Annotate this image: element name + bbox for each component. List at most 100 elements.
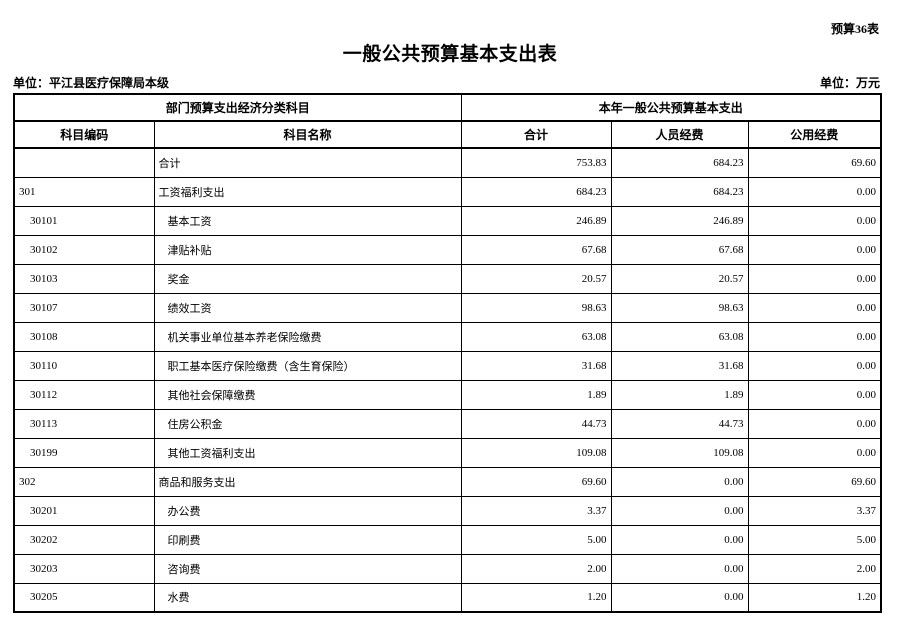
col-header-total: 合计 <box>460 120 612 149</box>
budget-table: 部门预算支出经济分类科目 本年一般公共预算基本支出 科目编码 科目名称 合计 人… <box>13 93 883 613</box>
cell-subject-code: 30112 <box>13 379 155 410</box>
cell-subject-code: 30205 <box>13 582 155 613</box>
col-header-personnel-funds: 人员经费 <box>610 120 749 149</box>
cell-subject-name: 商品和服务支出 <box>153 466 462 497</box>
cell-total: 69.60 <box>460 466 612 497</box>
table-row: 30203 咨询费 2.00 0.00 2.00 <box>13 553 882 584</box>
cell-personnel-funds: 63.08 <box>610 321 749 352</box>
table-body: 合计 753.83 684.23 69.60 301 工资福利支出 684.23 684.23… <box>13 147 882 613</box>
unit-currency-label: 单位：万元 <box>819 76 880 90</box>
sheet-number-label: 预算36表 <box>830 22 879 36</box>
cell-subject-code: 30201 <box>13 495 155 526</box>
cell-public-funds: 2.00 <box>747 553 882 584</box>
cell-public-funds: 0.00 <box>747 321 882 352</box>
table-row: 30110 职工基本医疗保险缴费（含生育保险） 31.68 31.68 0.00 <box>13 350 882 381</box>
cell-public-funds: 0.00 <box>747 205 882 236</box>
cell-public-funds: 1.20 <box>747 582 882 613</box>
cell-subject-code <box>13 147 155 178</box>
cell-public-funds: 69.60 <box>747 466 882 497</box>
cell-total: 1.89 <box>460 379 612 410</box>
cell-personnel-funds: 0.00 <box>610 524 749 555</box>
cell-subject-name: 咨询费 <box>153 553 462 584</box>
cell-public-funds: 5.00 <box>747 524 882 555</box>
cell-subject-name: 水费 <box>153 582 462 613</box>
cell-personnel-funds: 1.89 <box>610 379 749 410</box>
cell-total: 753.83 <box>460 147 612 178</box>
col-header-public-funds: 公用经费 <box>747 120 882 149</box>
table-row: 30108 机关事业单位基本养老保险缴费 63.08 63.08 0.00 <box>13 321 882 352</box>
table-row: 30101 基本工资 246.89 246.89 0.00 <box>13 205 882 236</box>
cell-total: 67.68 <box>460 234 612 265</box>
cell-subject-name: 其他工资福利支出 <box>153 437 462 468</box>
cell-subject-name: 绩效工资 <box>153 292 462 323</box>
cell-personnel-funds: 0.00 <box>610 466 749 497</box>
cell-personnel-funds: 0.00 <box>610 582 749 613</box>
cell-subject-code: 30101 <box>13 205 155 236</box>
cell-total: 1.20 <box>460 582 612 613</box>
cell-subject-name: 办公费 <box>153 495 462 526</box>
table-row: 30205 水费 1.20 0.00 1.20 <box>13 582 882 613</box>
cell-public-funds: 0.00 <box>747 408 882 439</box>
unit-row: 单位：平江县医疗保障局本级 单位：万元 <box>13 74 880 91</box>
cell-public-funds: 0.00 <box>747 292 882 323</box>
cell-personnel-funds: 684.23 <box>610 147 749 178</box>
cell-subject-name: 津贴补贴 <box>153 234 462 265</box>
cell-personnel-funds: 31.68 <box>610 350 749 381</box>
cell-subject-code: 302 <box>13 466 155 497</box>
header-group-row: 部门预算支出经济分类科目 本年一般公共预算基本支出 <box>13 93 882 122</box>
cell-personnel-funds: 0.00 <box>610 553 749 584</box>
cell-personnel-funds: 67.68 <box>610 234 749 265</box>
cell-total: 31.68 <box>460 350 612 381</box>
cell-subject-code: 30113 <box>13 408 155 439</box>
unit-name-label: 单位：平江县医疗保障局本级 <box>13 76 170 90</box>
table-row: 30103 奖金 20.57 20.57 0.00 <box>13 263 882 294</box>
cell-subject-code: 30203 <box>13 553 155 584</box>
col-header-subject-code: 科目编码 <box>13 120 155 149</box>
col-header-subject-name: 科目名称 <box>153 120 462 149</box>
cell-subject-name: 职工基本医疗保险缴费（含生育保险） <box>153 350 462 381</box>
cell-total: 44.73 <box>460 408 612 439</box>
cell-total: 684.23 <box>460 176 612 207</box>
table-row: 302 商品和服务支出 69.60 0.00 69.60 <box>13 466 882 497</box>
cell-total: 109.08 <box>460 437 612 468</box>
table-row: 30113 住房公积金 44.73 44.73 0.00 <box>13 408 882 439</box>
cell-personnel-funds: 109.08 <box>610 437 749 468</box>
table-row: 30112 其他社会保障缴费 1.89 1.89 0.00 <box>13 379 882 410</box>
cell-subject-code: 30103 <box>13 263 155 294</box>
cell-subject-code: 30110 <box>13 350 155 381</box>
cell-total: 2.00 <box>460 553 612 584</box>
header-group-subject: 部门预算支出经济分类科目 <box>13 93 462 122</box>
cell-personnel-funds: 0.00 <box>610 495 749 526</box>
cell-total: 98.63 <box>460 292 612 323</box>
cell-subject-code: 30199 <box>13 437 155 468</box>
cell-total: 3.37 <box>460 495 612 526</box>
header-group-expenditure: 本年一般公共预算基本支出 <box>460 93 882 122</box>
table-row: 30201 办公费 3.37 0.00 3.37 <box>13 495 882 526</box>
cell-subject-code: 30202 <box>13 524 155 555</box>
cell-subject-name: 其他社会保障缴费 <box>153 379 462 410</box>
cell-total: 20.57 <box>460 263 612 294</box>
cell-personnel-funds: 20.57 <box>610 263 749 294</box>
cell-total: 5.00 <box>460 524 612 555</box>
cell-personnel-funds: 98.63 <box>610 292 749 323</box>
cell-subject-code: 30102 <box>13 234 155 265</box>
cell-subject-name: 住房公积金 <box>153 408 462 439</box>
table-row: 30199 其他工资福利支出 109.08 109.08 0.00 <box>13 437 882 468</box>
page-title: 一般公共预算基本支出表 <box>342 44 558 65</box>
cell-subject-name: 工资福利支出 <box>153 176 462 207</box>
table-row: 30107 绩效工资 98.63 98.63 0.00 <box>13 292 882 323</box>
table-header: 部门预算支出经济分类科目 本年一般公共预算基本支出 科目编码 科目名称 合计 人… <box>13 93 882 149</box>
cell-public-funds: 0.00 <box>747 263 882 294</box>
cell-public-funds: 3.37 <box>747 495 882 526</box>
cell-subject-name: 奖金 <box>153 263 462 294</box>
table-row: 301 工资福利支出 684.23 684.23 0.00 <box>13 176 882 207</box>
table-row: 合计 753.83 684.23 69.60 <box>13 147 882 178</box>
cell-subject-code: 30107 <box>13 292 155 323</box>
cell-subject-name: 机关事业单位基本养老保险缴费 <box>153 321 462 352</box>
cell-subject-code: 30108 <box>13 321 155 352</box>
cell-public-funds: 0.00 <box>747 176 882 207</box>
cell-public-funds: 69.60 <box>747 147 882 178</box>
table-row: 30202 印刷费 5.00 0.00 5.00 <box>13 524 882 555</box>
cell-personnel-funds: 44.73 <box>610 408 749 439</box>
